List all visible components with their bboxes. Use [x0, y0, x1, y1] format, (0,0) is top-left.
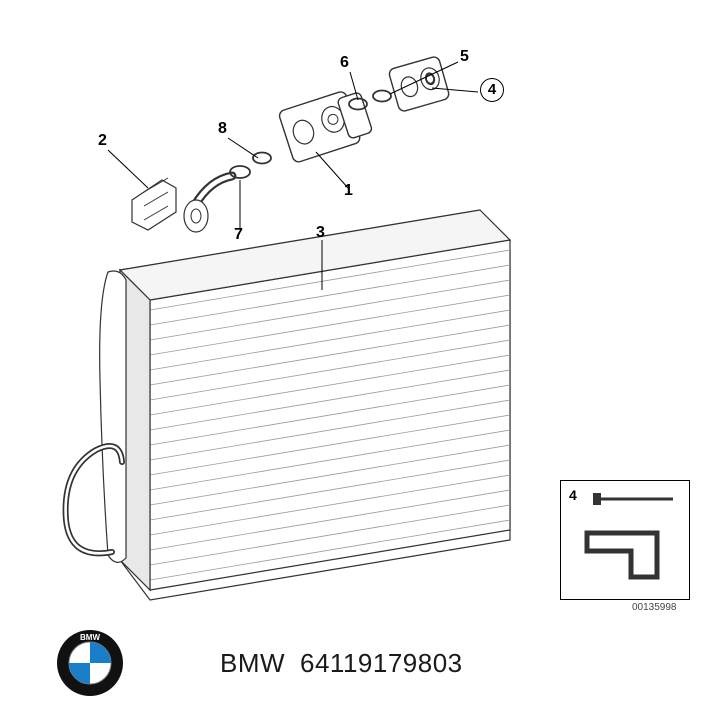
inset-label: 4: [569, 487, 577, 503]
callout-2: 2: [98, 132, 107, 150]
callout-7: 7: [234, 226, 243, 244]
callout-5: 5: [460, 48, 469, 66]
exploded-diagram: [0, 0, 720, 720]
callout-6: 6: [340, 54, 349, 72]
callout-4-circled: 4: [480, 78, 504, 102]
brand-name: BMW: [220, 648, 285, 679]
diagram-canvas: 2 8 7 1 3 5 6 4 4 00135998 BMW BMW 64119…: [0, 0, 720, 720]
bmw-logo: BMW: [55, 628, 125, 698]
inset-screw-icon: [561, 481, 691, 601]
part-number: 64119179803: [300, 648, 463, 679]
callout-8: 8: [218, 120, 227, 138]
callout-1: 1: [344, 182, 353, 200]
inset-ref-number: 00135998: [632, 602, 677, 613]
inset-detail-box: 4: [560, 480, 690, 600]
svg-text:BMW: BMW: [80, 633, 100, 642]
callout-3: 3: [316, 224, 325, 242]
